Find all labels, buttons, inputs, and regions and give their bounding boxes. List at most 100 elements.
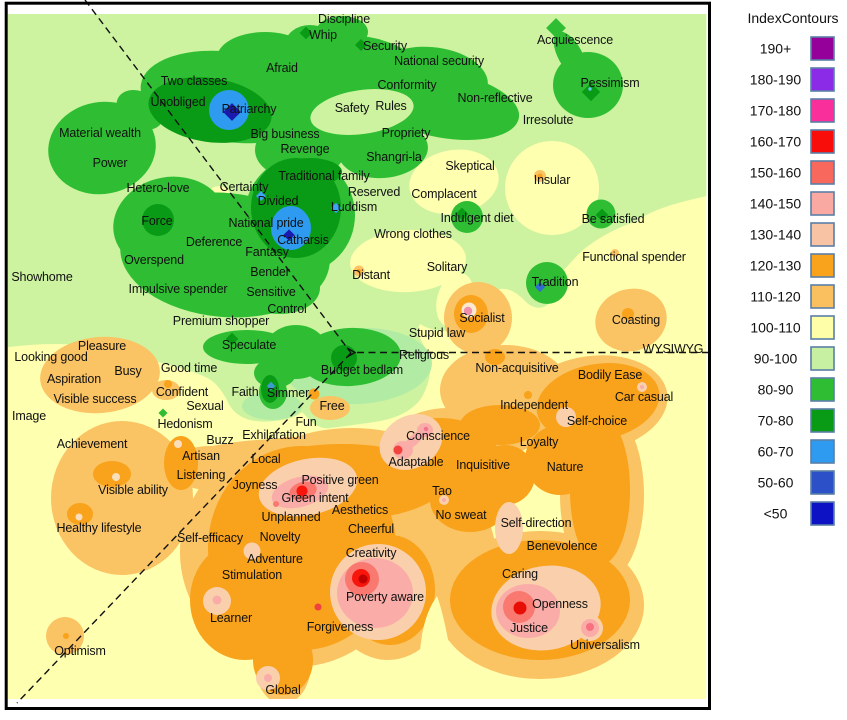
svg-text:90-100: 90-100: [754, 351, 798, 367]
svg-text:Safety: Safety: [335, 101, 370, 115]
svg-text:Faith: Faith: [231, 385, 258, 399]
svg-text:Tradition: Tradition: [532, 275, 579, 289]
svg-text:Impulsive spender: Impulsive spender: [129, 282, 228, 296]
svg-text:Force: Force: [141, 214, 172, 228]
svg-text:170-180: 170-180: [750, 103, 802, 119]
svg-text:Cheerful: Cheerful: [348, 522, 394, 536]
svg-text:Self-choice: Self-choice: [567, 414, 627, 428]
svg-text:Image: Image: [12, 409, 46, 423]
svg-text:130-140: 130-140: [750, 227, 802, 243]
svg-text:Bodily Ease: Bodily Ease: [578, 368, 643, 382]
svg-text:Rules: Rules: [375, 99, 406, 113]
svg-text:Acquiescence: Acquiescence: [537, 33, 613, 47]
svg-text:Reserved: Reserved: [348, 185, 400, 199]
svg-text:Deference: Deference: [186, 235, 243, 249]
svg-text:Divided: Divided: [258, 194, 299, 208]
svg-text:50-60: 50-60: [758, 475, 794, 491]
svg-text:Irresolute: Irresolute: [523, 113, 574, 127]
svg-text:Stimulation: Stimulation: [222, 568, 282, 582]
svg-text:National pride: National pride: [228, 216, 303, 230]
svg-text:80-90: 80-90: [758, 382, 794, 398]
svg-text:Non-acquisitive: Non-acquisitive: [475, 361, 558, 375]
svg-text:100-110: 100-110: [750, 320, 801, 336]
svg-text:Hetero-love: Hetero-love: [127, 181, 190, 195]
svg-text:160-170: 160-170: [750, 134, 802, 150]
svg-text:Good time: Good time: [161, 361, 218, 375]
svg-text:National security: National security: [394, 54, 485, 68]
svg-text:Patriarchy: Patriarchy: [222, 102, 278, 116]
svg-text:Free: Free: [319, 399, 344, 413]
svg-text:60-70: 60-70: [758, 444, 794, 460]
svg-text:Distant: Distant: [352, 268, 391, 282]
svg-text:Openness: Openness: [532, 597, 588, 611]
svg-text:Healthy lifestyle: Healthy lifestyle: [57, 521, 142, 535]
svg-text:Insular: Insular: [534, 173, 570, 187]
svg-text:Conformity: Conformity: [378, 78, 438, 92]
svg-text:Green intent: Green intent: [282, 491, 350, 505]
svg-text:Nature: Nature: [547, 460, 584, 474]
svg-text:Whip: Whip: [309, 28, 337, 42]
svg-text:Power: Power: [93, 156, 128, 170]
svg-text:Visible success: Visible success: [54, 392, 137, 406]
svg-text:Pleasure: Pleasure: [78, 339, 126, 353]
svg-text:Novelty: Novelty: [260, 530, 302, 544]
svg-text:Car casual: Car casual: [615, 390, 673, 404]
svg-text:Self-efficacy: Self-efficacy: [177, 531, 244, 545]
svg-text:Listening: Listening: [177, 468, 226, 482]
svg-text:Visible ability: Visible ability: [98, 483, 169, 497]
svg-text:Security: Security: [363, 39, 408, 53]
svg-text:Simmer: Simmer: [267, 386, 309, 400]
svg-text:Caring: Caring: [502, 567, 538, 581]
svg-text:70-80: 70-80: [758, 413, 794, 429]
svg-text:Shangri-la: Shangri-la: [366, 150, 422, 164]
svg-text:Socialist: Socialist: [459, 311, 505, 325]
svg-text:Artisan: Artisan: [182, 449, 220, 463]
svg-text:Global: Global: [265, 683, 300, 697]
svg-text:Aesthetics: Aesthetics: [332, 503, 388, 517]
svg-text:Big business: Big business: [250, 127, 319, 141]
svg-text:180-190: 180-190: [750, 72, 802, 88]
svg-text:Control: Control: [267, 302, 306, 316]
svg-text:Adaptable: Adaptable: [389, 455, 444, 469]
svg-text:Two classes: Two classes: [161, 74, 227, 88]
svg-text:Local: Local: [251, 452, 280, 466]
svg-text:Justice: Justice: [510, 621, 548, 635]
svg-text:Stupid law: Stupid law: [409, 326, 466, 340]
svg-text:150-160: 150-160: [750, 165, 802, 181]
svg-text:Sexual: Sexual: [186, 399, 223, 413]
svg-text:Loyalty: Loyalty: [520, 435, 559, 449]
svg-text:Wrong clothes: Wrong clothes: [374, 227, 452, 241]
svg-text:Positive green: Positive green: [301, 473, 378, 487]
svg-text:Independent: Independent: [500, 398, 569, 412]
svg-text:Buzz: Buzz: [206, 433, 233, 447]
svg-text:WYSIWYG: WYSIWYG: [643, 342, 704, 356]
svg-text:Be satisfied: Be satisfied: [582, 212, 645, 226]
svg-text:Revenge: Revenge: [281, 142, 330, 156]
svg-text:Indulgent diet: Indulgent diet: [441, 211, 515, 225]
svg-text:Tao: Tao: [432, 484, 452, 498]
svg-text:120-130: 120-130: [750, 258, 802, 274]
svg-text:Traditional family: Traditional family: [278, 169, 370, 183]
svg-text:Complacent: Complacent: [411, 187, 477, 201]
svg-text:Self-direction: Self-direction: [501, 516, 572, 530]
svg-text:Poverty aware: Poverty aware: [346, 590, 424, 604]
svg-text:Non-reflective: Non-reflective: [457, 91, 532, 105]
svg-text:No sweat: No sweat: [436, 508, 488, 522]
svg-text:Creativity: Creativity: [346, 546, 397, 560]
svg-text:Catharsis: Catharsis: [277, 233, 328, 247]
svg-text:Afraid: Afraid: [266, 61, 298, 75]
svg-text:Achievement: Achievement: [57, 437, 128, 451]
svg-text:Solitary: Solitary: [427, 260, 468, 274]
svg-text:Propriety: Propriety: [382, 126, 432, 140]
svg-text:Conscience: Conscience: [406, 429, 470, 443]
svg-text:Luddism: Luddism: [331, 200, 377, 214]
svg-text:Confident: Confident: [156, 385, 209, 399]
svg-text:Certainty: Certainty: [220, 180, 270, 194]
svg-text:Premium shopper: Premium shopper: [173, 314, 269, 328]
svg-text:Optimism: Optimism: [54, 644, 106, 658]
svg-text:Forgiveness: Forgiveness: [307, 620, 373, 634]
svg-text:Coasting: Coasting: [612, 313, 660, 327]
svg-text:IndexContours: IndexContours: [747, 10, 838, 26]
svg-text:Speculate: Speculate: [222, 338, 276, 352]
svg-text:Benevolence: Benevolence: [527, 539, 598, 553]
